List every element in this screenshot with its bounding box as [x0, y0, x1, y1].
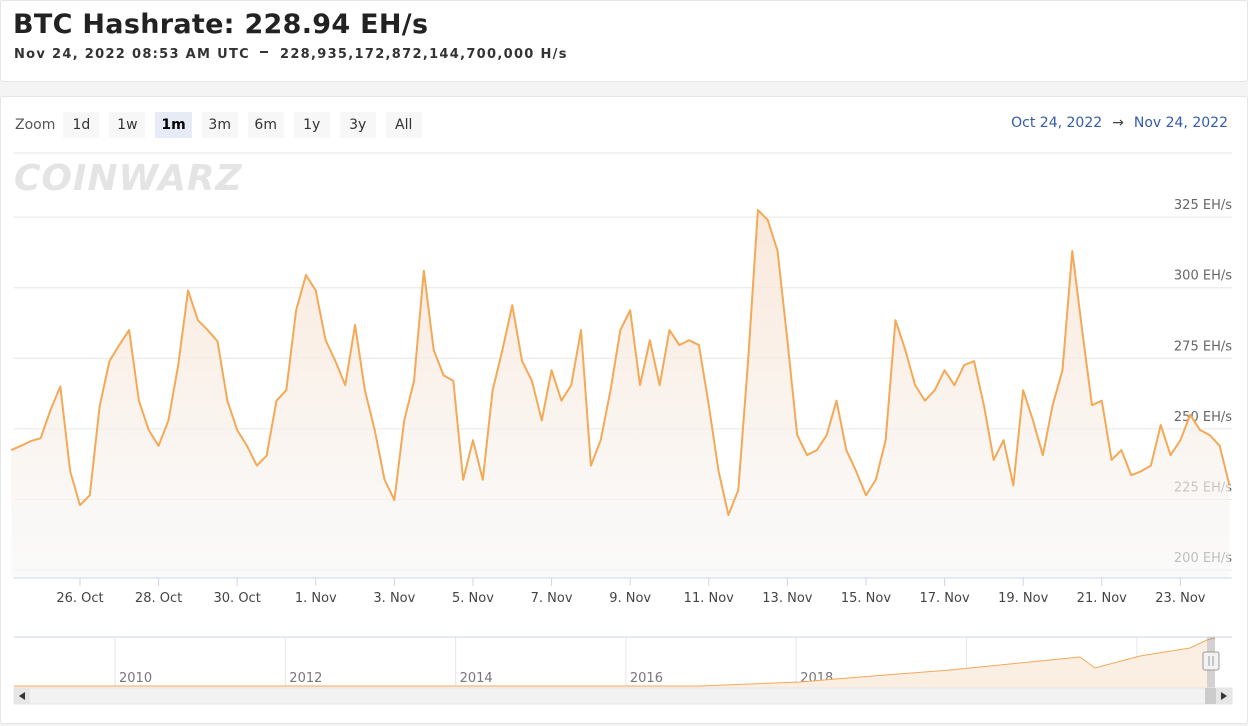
- y-tick-label: 250 EH/s: [1174, 410, 1232, 425]
- arrow-left: [19, 692, 25, 700]
- x-tick-label: 19. Nov: [998, 591, 1048, 606]
- zoom-button[interactable]: 1y: [293, 112, 330, 138]
- x-tick-label: 1. Nov: [295, 591, 337, 606]
- zoom-button[interactable]: 6m: [247, 112, 284, 138]
- x-tick-label: 17. Nov: [919, 591, 969, 606]
- zoom-button[interactable]: 1w: [109, 112, 146, 138]
- x-tick-label: 13. Nov: [762, 591, 812, 606]
- x-tick-label: 3. Nov: [373, 591, 415, 606]
- x-tick-label: 21. Nov: [1077, 591, 1127, 606]
- title: BTC Hashrate: 228.94 EH/s: [13, 9, 429, 40]
- y-tick-label: 325 EH/s: [1174, 198, 1232, 213]
- x-tick-label: 30. Oct: [214, 591, 261, 606]
- navigator-area: [14, 638, 1215, 688]
- x-tick-label: 15. Nov: [841, 591, 891, 606]
- area: [11, 210, 1230, 578]
- x-tick-label: 23. Nov: [1155, 591, 1205, 606]
- hashrate-hs: 228,935,172,872,144,700,000 H/s: [279, 47, 568, 62]
- navigator-line: [14, 637, 1216, 687]
- y-tick-label: 300 EH/s: [1174, 269, 1232, 284]
- x-tick-label: 11. Nov: [684, 591, 734, 606]
- date: Nov 24, 2022 08:53 AM UTC: [14, 47, 250, 62]
- zoom-bar: Zoom 1d 1w 1m 3m 6m 1y 3y All: [15, 112, 432, 138]
- zoom-button[interactable]: 1d: [63, 112, 100, 138]
- navigator: 2010201220142016201820202022: [13, 636, 1233, 705]
- separator: [259, 50, 268, 53]
- zoom-button[interactable]: 3m: [201, 112, 238, 138]
- watermark: COINWARZ: [14, 158, 243, 199]
- x-tick-label: 26. Oct: [56, 591, 103, 606]
- line: [10, 209, 1231, 517]
- zoom-button[interactable]: All: [385, 112, 422, 138]
- zoom-label: Zoom: [15, 117, 56, 133]
- navigator-label: 2016: [630, 671, 663, 686]
- arrow-right: [1221, 692, 1227, 700]
- range-to[interactable]: Nov 24, 2022: [1133, 115, 1228, 131]
- x-tick-label: 9. Nov: [609, 591, 651, 606]
- zoom-button[interactable]: 3y: [339, 112, 376, 138]
- zoom-button[interactable]: 1m: [155, 112, 192, 138]
- scrollbar-track[interactable]: [13, 687, 1233, 705]
- navigator-handle[interactable]: [1202, 651, 1220, 671]
- navigator-label: 2014: [460, 671, 493, 686]
- date-range: Oct 24, 2022 → Nov 24, 2022: [1011, 115, 1228, 131]
- scrollbar-thumb[interactable]: [1205, 688, 1217, 704]
- x-tick-label: 7. Nov: [531, 591, 573, 606]
- y-tick-label: 275 EH/s: [1174, 339, 1232, 354]
- subtitle: Nov 24, 2022 08:53 AM UTC 228,935,172,872…: [14, 47, 568, 62]
- navigator-label: 2010: [119, 671, 152, 686]
- x-tick-label: 5. Nov: [452, 591, 494, 606]
- x-tick-label: 28. Oct: [135, 591, 182, 606]
- range-from[interactable]: Oct 24, 2022: [1011, 115, 1103, 131]
- range-arrow: →: [1112, 115, 1124, 131]
- navigator-label: 2012: [289, 671, 322, 686]
- header-panel: BTC Hashrate: 228.94 EH/s Nov 24, 2022 0…: [0, 0, 1248, 82]
